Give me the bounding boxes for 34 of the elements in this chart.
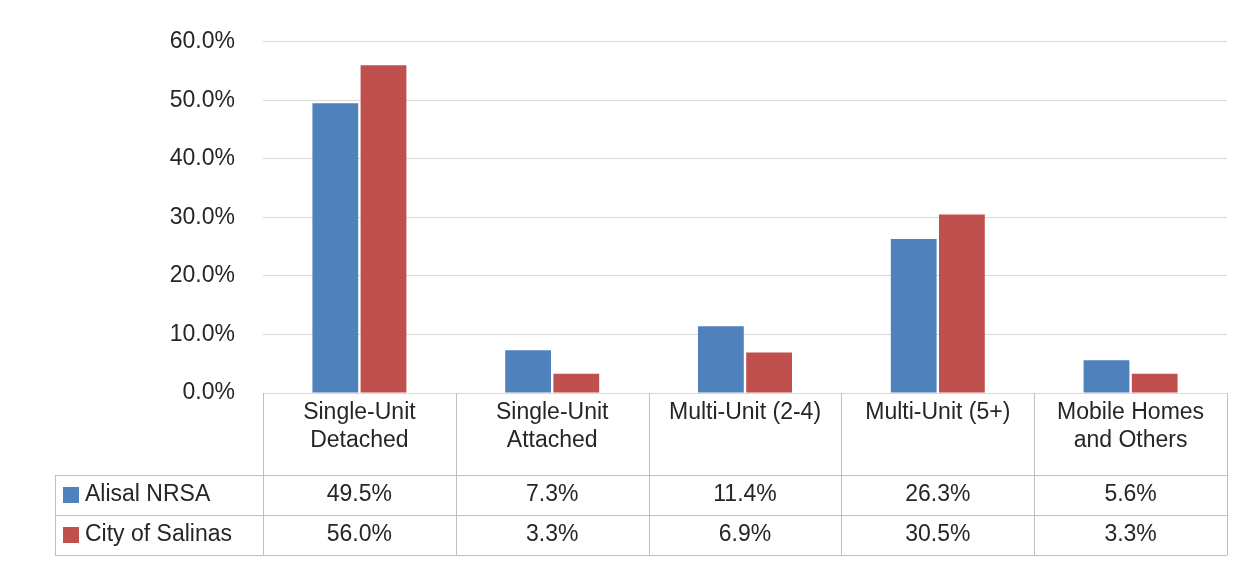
bar (890, 239, 937, 393)
data-label: 56.0% (326, 520, 393, 547)
x-tick-label: Multi-Unit (2-4) (668, 398, 822, 425)
x-tick-label: Mobile Homes and Others (1057, 398, 1205, 452)
bar (698, 326, 744, 393)
x-tick-label: Single-Unit Attached (495, 398, 610, 452)
x-tick-label: Single-Unit Detached (303, 398, 417, 452)
data-label: 26.3% (905, 480, 971, 507)
legend-label: Alisal NRSA (85, 480, 211, 507)
bar (312, 103, 359, 393)
legend-label: City of Salinas (85, 520, 233, 547)
bar (939, 214, 985, 393)
data-label: 3.3% (525, 520, 579, 547)
x-tick-label: Multi-Unit (5+) (865, 398, 1011, 425)
data-label: 49.5% (326, 480, 393, 507)
data-label: 5.6% (1104, 480, 1157, 507)
y-tick-label: 40.0% (169, 144, 235, 171)
bar (505, 350, 551, 393)
y-tick-label: 20.0% (169, 261, 235, 288)
data-label: 3.3% (1104, 520, 1157, 547)
data-label: 7.3% (525, 480, 579, 507)
bar (553, 373, 600, 393)
y-tick-label: 60.0% (169, 27, 235, 54)
y-tick-label: 0.0% (182, 378, 235, 405)
bar (1131, 373, 1178, 393)
bar (360, 65, 407, 393)
bar (1083, 360, 1130, 393)
data-label: 30.5% (905, 520, 971, 547)
bar (746, 352, 792, 393)
data-label: 11.4% (713, 480, 777, 507)
y-tick-label: 10.0% (169, 319, 235, 346)
data-label: 6.9% (718, 520, 772, 547)
y-tick-label: 50.0% (169, 85, 235, 112)
y-tick-label: 30.0% (169, 202, 235, 229)
